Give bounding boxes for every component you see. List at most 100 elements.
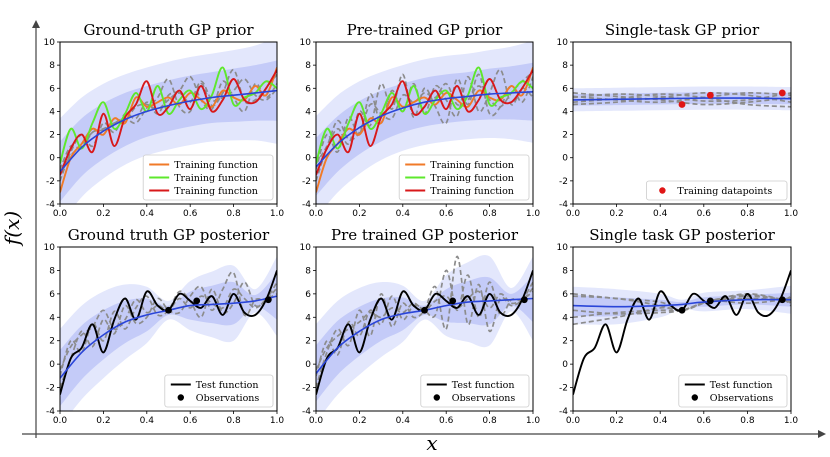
legend-label: Training function — [430, 160, 514, 171]
y-tick-label: -4 — [559, 407, 568, 417]
x-tick-label: 0.4 — [140, 416, 155, 426]
confidence-band-inner — [316, 62, 533, 196]
y-tick-label: 10 — [300, 243, 312, 253]
training-function-line — [316, 66, 533, 164]
x-tick-label: 0.8 — [482, 209, 497, 219]
y-tick-label: 6 — [562, 290, 568, 300]
legend: Test function Observations — [420, 374, 530, 408]
x-tick-label: 1.0 — [526, 416, 541, 426]
x-tick-label: 0.6 — [183, 209, 198, 219]
observation-point — [165, 306, 172, 314]
x-tick-label: 0.6 — [697, 416, 712, 426]
legend-label: Observations — [710, 393, 774, 404]
datapoint-point — [678, 101, 686, 108]
panel-title: Single task GP posterior — [589, 226, 775, 244]
posterior-sample-line — [573, 91, 791, 106]
legend-label: Training function — [174, 160, 258, 171]
y-tick-label: 0 — [49, 360, 55, 370]
plot-frame — [315, 246, 534, 412]
y-tick-label: 2 — [562, 337, 568, 347]
x-tick-label: 1.0 — [270, 209, 285, 219]
x-tick-label: 0.8 — [740, 416, 755, 426]
x-tick-label: 0.0 — [566, 209, 581, 219]
plot-area — [573, 270, 791, 395]
x-tick-label: 0.4 — [140, 209, 155, 219]
x-tick-label: 0.0 — [309, 209, 324, 219]
y-tick-label: 0 — [49, 154, 55, 164]
legend-label: Observations — [452, 393, 516, 404]
observation-point — [449, 297, 457, 305]
x-tick-label: 0.2 — [352, 209, 366, 219]
x-tick-label: 0.4 — [653, 416, 668, 426]
panel-title: Pre-trained GP prior — [347, 21, 503, 39]
x-tick-label: 0.2 — [352, 416, 366, 426]
panel-st_prior: Single-task GP prior 0.0 0.2 0.4 0.6 0.8 1.0 -4… — [557, 21, 799, 219]
y-tick-label: -2 — [302, 177, 311, 187]
observation-point — [706, 297, 714, 305]
legend-box — [420, 374, 530, 408]
datapoint-point — [778, 89, 786, 97]
y-tick-label: -2 — [302, 384, 311, 394]
legend: Training function Training function Traini… — [142, 154, 274, 201]
x-tick-label: 0.6 — [183, 416, 198, 426]
x-tick-label: 1.0 — [784, 209, 799, 219]
legend: Test function Observations — [678, 374, 788, 408]
y-tick-label: 4 — [305, 107, 311, 117]
panel-title: Pre trained GP posterior — [331, 226, 519, 244]
legend-box — [142, 154, 274, 201]
y-tick-label: 10 — [557, 243, 569, 253]
y-tick-label: -2 — [46, 384, 55, 394]
y-tick-label: 4 — [49, 313, 55, 323]
posterior-sample-line — [316, 73, 533, 182]
x-tick-label: 0.6 — [439, 209, 454, 219]
y-tick-label: 6 — [49, 84, 55, 94]
mean-line — [573, 298, 791, 308]
x-tick-label: 0.4 — [653, 209, 668, 219]
legend-marker-swatch — [433, 394, 440, 401]
y-tick-label: -2 — [46, 177, 55, 187]
mean-line — [60, 89, 277, 173]
y-tick-label: 4 — [562, 313, 568, 323]
legend-box — [646, 180, 788, 201]
plot-area — [60, 42, 277, 204]
legend-marker-swatch — [659, 187, 666, 194]
x-tick-label: 0.0 — [566, 416, 581, 426]
legend-marker-swatch — [691, 394, 698, 401]
y-tick-label: 6 — [562, 84, 568, 94]
plot-frame — [572, 41, 792, 205]
x-tick-label: 0.2 — [609, 209, 623, 219]
observation-point — [678, 306, 686, 314]
plot-frame — [59, 246, 278, 412]
y-axis-label: f(x) — [0, 211, 24, 247]
plot-frame — [59, 41, 278, 205]
y-tick-label: -2 — [559, 384, 568, 394]
training-function-line — [60, 66, 277, 164]
panel-gt_prior: Ground-truth GP prior 0.0 0.2 0.4 0.6 0.8 1.0 -… — [44, 21, 285, 219]
y-tick-label: 2 — [305, 337, 311, 347]
legend-label: Training function — [174, 186, 258, 197]
plot-area — [316, 42, 533, 204]
y-tick-label: 4 — [49, 107, 55, 117]
plot-frame — [315, 41, 534, 205]
x-tick-label: 1.0 — [784, 416, 799, 426]
y-tick-label: 10 — [300, 38, 312, 48]
panel-pt_prior: Pre-trained GP prior 0.0 0.2 0.4 0.6 0.8 1.0 -4… — [300, 21, 541, 219]
y-tick-label: -4 — [302, 407, 311, 417]
y-tick-label: 8 — [49, 266, 55, 276]
legend-box — [164, 374, 274, 408]
y-tick-label: 10 — [44, 38, 56, 48]
observation-point — [193, 297, 201, 305]
x-tick-label: 0.4 — [396, 209, 411, 219]
y-tick-label: -2 — [559, 177, 568, 187]
x-axis-label: x — [426, 431, 437, 455]
x-tick-label: 1.0 — [526, 209, 541, 219]
y-tick-label: 8 — [49, 61, 55, 71]
x-tick-label: 0.4 — [396, 416, 411, 426]
x-tick-label: 0.2 — [609, 416, 623, 426]
legend-box — [678, 374, 788, 408]
y-tick-label: -4 — [302, 200, 311, 210]
y-tick-label: 10 — [557, 38, 569, 48]
legend-label: Training function — [430, 173, 514, 184]
legend: Training function Training function Traini… — [398, 154, 530, 201]
observation-point — [778, 296, 786, 304]
